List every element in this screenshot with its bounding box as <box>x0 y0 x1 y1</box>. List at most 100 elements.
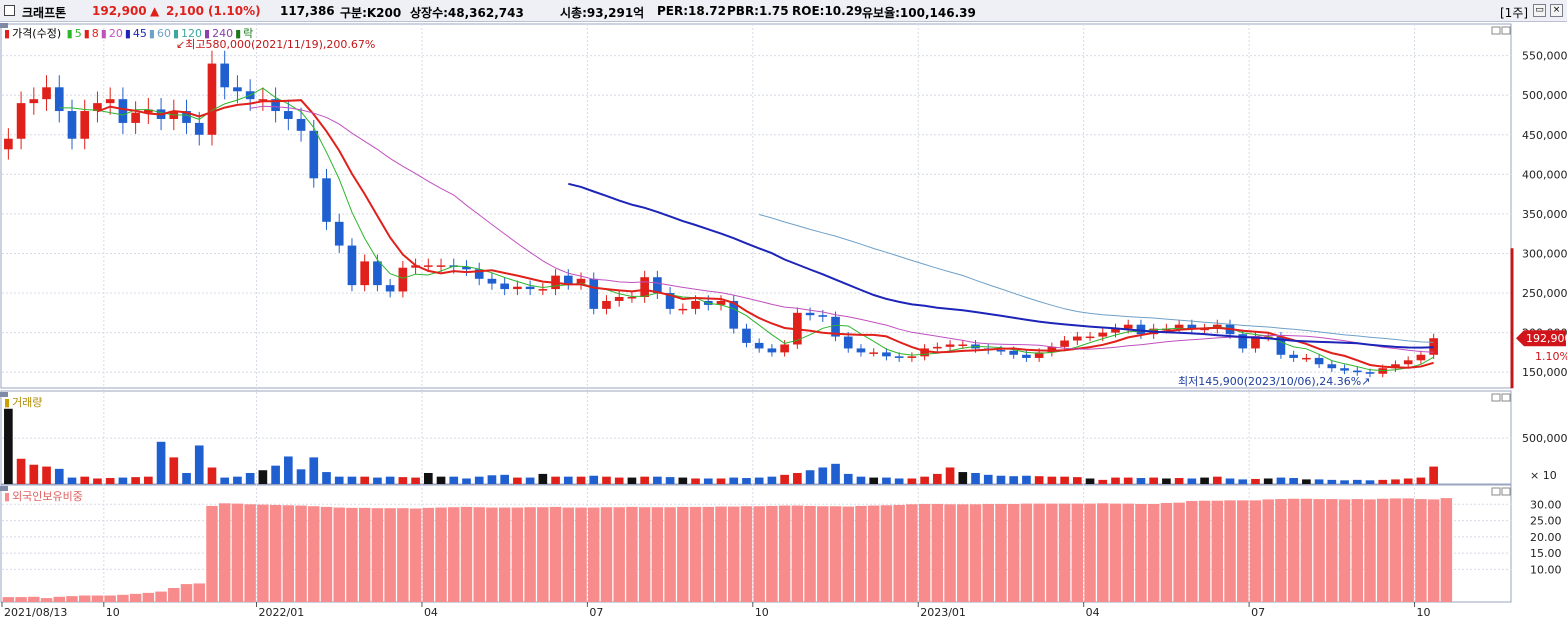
legend-ma-label[interactable]: 8 <box>91 27 99 40</box>
legend-ma-label[interactable]: 5 <box>74 27 82 40</box>
volume-bar <box>653 476 662 484</box>
volume-bar <box>691 478 700 484</box>
candle-body <box>958 344 968 346</box>
volume-bar <box>144 476 153 484</box>
foreign-holding-bar <box>1058 503 1071 602</box>
volume-bar <box>1403 478 1413 484</box>
panel-handle-icon <box>0 392 8 397</box>
candle-body <box>423 265 433 267</box>
volume-bar <box>563 476 573 484</box>
volume-bar <box>1378 479 1388 484</box>
candle-body <box>1276 336 1286 355</box>
foreign-holding-bar <box>817 506 829 602</box>
foreign-holding-bar <box>1084 503 1096 602</box>
legend-ma-label[interactable]: 240 <box>212 27 234 40</box>
volume-bar <box>500 474 509 484</box>
volume-tick-label: 500,000 <box>1522 432 1567 445</box>
volume-bar <box>869 477 879 484</box>
candle-body <box>42 87 51 100</box>
volume-bar <box>1022 475 1031 484</box>
volume-bar <box>1047 476 1057 484</box>
foreign-tick-label: 15.00 <box>1530 547 1562 560</box>
panel-restore-icon <box>1491 26 1501 35</box>
candle-body <box>1251 336 1260 349</box>
foreign-holding-bar <box>269 504 282 602</box>
panel-restore-icon <box>1491 393 1501 402</box>
volume-bar <box>462 478 471 484</box>
candle-body <box>296 118 306 131</box>
volume-bar <box>907 478 917 484</box>
volume-bar <box>1162 478 1171 484</box>
current-price-label: 192,900 <box>1526 332 1567 345</box>
candle-body <box>882 352 891 357</box>
volume-bar <box>920 476 929 484</box>
price-tick-label: 450,000 <box>1522 129 1567 142</box>
foreign-holding-bar <box>91 595 104 602</box>
volume-bar <box>551 476 560 484</box>
foreign-holding-bar <box>1135 503 1147 602</box>
volume-bar <box>423 472 433 484</box>
candle-body <box>525 286 535 290</box>
foreign-holding-bar <box>320 506 333 602</box>
foreign-holding-bar <box>193 583 205 602</box>
legend-ma-label[interactable]: 60 <box>156 27 171 40</box>
candle-body <box>614 297 624 301</box>
select-checkbox[interactable] <box>4 5 15 16</box>
foreign-holding-bar <box>1211 500 1224 602</box>
legend-ma-label[interactable]: 120 <box>181 27 203 40</box>
legend-ma-label[interactable]: 45 <box>132 27 147 40</box>
panel-restore-icon <box>1491 487 1501 496</box>
close-icon[interactable]: × <box>1550 4 1563 17</box>
volume-bar <box>385 476 395 484</box>
volume-bar <box>322 472 331 484</box>
price-tick-label: 250,000 <box>1522 287 1567 300</box>
volume-bar <box>1212 476 1222 484</box>
period-selector[interactable]: [1주] <box>1500 6 1529 20</box>
foreign-holding-bar <box>829 506 842 602</box>
legend-volume-label: 거래량 <box>12 396 43 409</box>
foreign-holding-bar <box>893 504 905 602</box>
candle-body <box>1174 324 1184 329</box>
legend-ma-label[interactable]: 락 <box>243 27 254 40</box>
foreign-holding-bar <box>358 507 371 602</box>
volume-bar <box>996 475 1006 484</box>
legend-ma-label[interactable]: 20 <box>108 27 123 40</box>
candle-body <box>105 99 115 104</box>
foreign-holding-bar <box>1338 499 1351 602</box>
foreign-holding-bar <box>346 507 358 602</box>
foreign-holding-bar <box>931 503 944 602</box>
candle-body <box>563 275 573 284</box>
volume-bar <box>742 478 751 484</box>
volume-bar <box>513 477 522 484</box>
foreign-holding-bar <box>600 507 613 602</box>
panel-close-icon <box>1501 393 1511 402</box>
foreign-holding-bar <box>1122 503 1134 602</box>
volume-bar <box>627 477 637 484</box>
candle-body <box>1238 334 1248 349</box>
ma-60-line <box>759 214 1434 343</box>
foreign-holding-bar <box>1440 498 1453 602</box>
foreign-holding-bar <box>1020 503 1033 602</box>
foreign-legend: ▮ 외국인보유비중 <box>4 490 83 503</box>
candle-body <box>1123 324 1133 329</box>
ma-8-line <box>97 99 1434 369</box>
volume-bar <box>258 470 268 484</box>
ma-20-line <box>250 105 1434 353</box>
chart-canvas[interactable]: 550,000 500,000 450,000 400,000 350,000 300,0… <box>0 22 1567 630</box>
foreign-holding-bar <box>562 507 575 602</box>
stock-name[interactable]: 크래프톤 <box>22 6 67 20</box>
volume-bar <box>856 476 866 484</box>
foreign-holding-bar <box>1427 499 1440 602</box>
foreign-holding-bar <box>180 584 193 602</box>
foreign-holding-bar <box>168 587 180 602</box>
candle-body <box>194 122 204 135</box>
minimize-icon[interactable]: ▭ <box>1533 4 1546 17</box>
candle-body <box>233 87 242 92</box>
foreign-holding-bar <box>257 504 269 602</box>
ma-45-line <box>568 182 1434 349</box>
volume-bar <box>1429 466 1438 484</box>
foreign-holding-bar <box>384 508 396 602</box>
volume-bar <box>29 464 39 484</box>
candle-body <box>678 308 688 311</box>
volume-bar <box>1111 477 1120 484</box>
